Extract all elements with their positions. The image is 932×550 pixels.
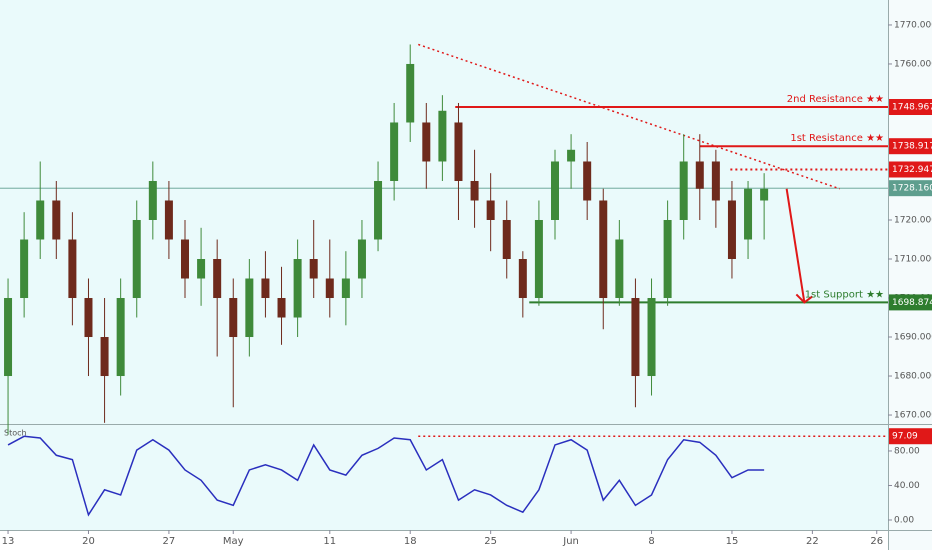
arrow-head: [795, 293, 813, 304]
candle-body: [84, 298, 93, 338]
axis-background: [888, 0, 932, 550]
candle-body: [567, 149, 576, 162]
candle-body: [374, 180, 383, 240]
candle-body: [695, 161, 704, 189]
candle-body: [229, 298, 238, 338]
candle-body: [4, 298, 13, 377]
candle-body: [760, 188, 769, 201]
price-label: 1732.947: [892, 165, 932, 175]
x-tick-label: 26: [870, 536, 883, 547]
x-tick-label: 11: [323, 536, 336, 547]
y-tick-label: 1720.000: [894, 215, 932, 225]
price-box: [889, 428, 932, 445]
candle-body: [293, 259, 302, 318]
price-label: 1748.967: [892, 103, 932, 113]
price-label: 97.09: [892, 432, 918, 442]
candle-body: [325, 278, 334, 299]
y-tick-label: 80.00: [894, 446, 920, 456]
candle-body: [116, 298, 125, 377]
x-tick-label: 8: [648, 536, 654, 547]
candle-body: [100, 337, 109, 377]
candle-body: [309, 259, 318, 279]
candle-body: [711, 161, 720, 201]
y-tick-label: 1670.000: [894, 411, 932, 421]
candle-body: [20, 239, 29, 299]
candle-body: [679, 161, 688, 220]
candle-body: [599, 200, 608, 299]
candle-body: [438, 110, 447, 162]
y-tick-label: 1680.000: [894, 372, 932, 382]
price-label: 1728.160: [892, 184, 932, 194]
price-label: 1698.874: [892, 298, 932, 308]
indicator-label: Stoch: [4, 429, 27, 438]
price-box: [889, 138, 932, 155]
candle-body: [132, 219, 141, 299]
candle-body: [551, 161, 559, 220]
price-box: [889, 99, 932, 116]
x-tick-label: 25: [484, 536, 497, 547]
level-label: 2nd Resistance ★★: [787, 94, 884, 105]
x-tick-label: 27: [163, 536, 176, 547]
candle-body: [502, 219, 511, 260]
y-tick-label: 1760.000: [894, 59, 932, 69]
candle-body: [583, 161, 592, 201]
candle-body: [245, 278, 254, 338]
candle-body: [36, 200, 45, 240]
y-tick-label: 1690.000: [894, 333, 932, 343]
candle-body: [357, 239, 366, 279]
candle-body: [454, 122, 463, 181]
candle-body: [68, 239, 77, 299]
candle-body: [390, 122, 399, 181]
candle-body: [181, 239, 189, 279]
level-label: 1st Support ★★: [805, 289, 884, 300]
candle-body: [534, 219, 543, 299]
candle-body: [148, 180, 157, 220]
price-box: [889, 180, 932, 197]
candle-body: [52, 200, 61, 240]
candle-body: [518, 259, 527, 299]
level-label: 1st Resistance ★★: [790, 133, 884, 144]
x-tick-label: 18: [404, 536, 417, 547]
y-tick-label: 0.00: [894, 515, 914, 525]
candle-body: [422, 122, 431, 162]
stoch-line: [7, 435, 765, 517]
candle-body: [261, 278, 270, 299]
y-tick-label: 1710.000: [894, 255, 932, 265]
candle-body: [663, 219, 672, 299]
candle-body: [277, 298, 286, 318]
candle-body: [727, 200, 736, 260]
y-tick-label: 1770.000: [894, 20, 932, 30]
forecast-arrow: [785, 188, 806, 303]
candle-body: [744, 188, 753, 240]
x-tick-label: 20: [82, 536, 95, 547]
candle-body: [486, 200, 495, 220]
plot-background: [0, 0, 888, 530]
y-tick-label: 40.00: [894, 481, 920, 491]
candle-body: [615, 239, 624, 299]
candle-body: [197, 259, 206, 279]
price-box: [889, 294, 932, 311]
x-tick-label: 22: [806, 536, 819, 547]
candle-body: [341, 278, 350, 299]
candle-body: [470, 180, 479, 201]
candle-body: [164, 200, 173, 240]
x-tick-label: May: [223, 536, 244, 547]
price-label: 1738.917: [892, 142, 932, 152]
candle-body: [213, 259, 222, 299]
x-tick-label: 15: [726, 536, 739, 547]
candle-body: [406, 63, 415, 123]
candle-body: [631, 298, 640, 377]
x-tick-label: Jun: [562, 536, 579, 547]
trend-line: [418, 43, 840, 190]
price-box: [889, 161, 932, 178]
x-tick-label: 13: [2, 536, 15, 547]
candle-body: [647, 298, 656, 377]
